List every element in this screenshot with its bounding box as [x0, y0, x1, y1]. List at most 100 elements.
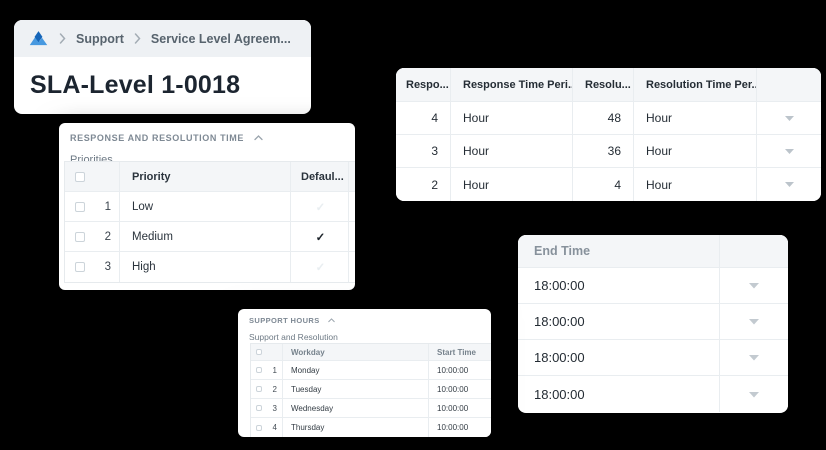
end-time-cell[interactable]: 18:00:00: [518, 304, 720, 339]
end-time-table: End Time 18:00:00 18:00:00 18:00:00 18:0…: [518, 235, 788, 413]
resolution-time-cell[interactable]: 48: [573, 102, 634, 134]
row-dropdown-icon[interactable]: [736, 318, 772, 325]
priority-cell[interactable]: Medium: [120, 222, 291, 251]
app-logo-icon[interactable]: [28, 30, 49, 48]
chevron-right-icon: [59, 33, 66, 44]
row-checkbox[interactable]: [75, 201, 85, 212]
chevron-up-icon[interactable]: [254, 135, 263, 141]
breadcrumb: Support Service Level Agreem...: [14, 20, 311, 57]
column-header-actions: [720, 235, 788, 267]
select-all-checkbox[interactable]: [75, 171, 85, 182]
priorities-table: Priority Defaul... 1 Low ✓ 2 Medium ✓ 3 …: [64, 161, 355, 283]
table-row: 18:00:00: [518, 376, 788, 412]
page-title: SLA-Level 1-0018: [30, 71, 241, 99]
table-header-row: Priority Defaul...: [65, 162, 355, 192]
breadcrumb-card: Support Service Level Agreem... SLA-Leve…: [14, 20, 311, 114]
row-index: 1: [272, 365, 277, 375]
row-dropdown-icon[interactable]: [769, 181, 809, 188]
row-checkbox[interactable]: [256, 405, 262, 411]
table-header-row: End Time: [518, 235, 788, 268]
column-header-resolution-period: Resolution Time Per...: [634, 68, 757, 101]
workday-cell[interactable]: Wednesday: [283, 399, 429, 417]
column-header-end-time: End Time: [518, 235, 720, 267]
table-row: 4 Thursday 10:00:00: [251, 418, 491, 437]
check-icon[interactable]: ✓: [315, 201, 326, 214]
column-header-default: Defaul...: [291, 162, 349, 191]
table-row: 4 Hour 48 Hour: [396, 102, 821, 135]
row-dropdown-icon[interactable]: [736, 354, 772, 361]
response-period-cell[interactable]: Hour: [451, 102, 573, 134]
response-time-cell[interactable]: 4: [396, 102, 451, 134]
table-row: 18:00:00: [518, 268, 788, 304]
column-header-response-period: Response Time Peri...: [451, 68, 573, 101]
row-index: 2: [272, 384, 277, 394]
sla-times-table: Respo... Response Time Peri... Resolu...…: [396, 68, 821, 201]
end-time-cell[interactable]: 18:00:00: [518, 340, 720, 375]
column-header-priority: Priority: [120, 162, 291, 191]
column-header-workday: Workday: [283, 344, 429, 360]
table-row: 18:00:00: [518, 304, 788, 340]
row-index: 2: [104, 230, 111, 243]
row-dropdown-icon[interactable]: [736, 391, 772, 398]
priority-cell[interactable]: High: [120, 252, 291, 282]
row-index: 3: [104, 261, 111, 273]
start-time-cell[interactable]: 10:00:00: [437, 384, 469, 394]
column-header-resolution-time: Resolu...: [573, 68, 634, 101]
column-header-actions: [757, 68, 821, 101]
end-time-cell[interactable]: 18:00:00: [518, 376, 720, 412]
select-all-checkbox[interactable]: [256, 349, 262, 355]
table-row: 2 Tuesday 10:00:00: [251, 380, 491, 399]
table-header-row: Respo... Response Time Peri... Resolu...…: [396, 68, 821, 102]
row-dropdown-icon[interactable]: [736, 282, 772, 289]
row-checkbox[interactable]: [75, 262, 85, 272]
chevron-up-icon[interactable]: [327, 318, 335, 323]
row-checkbox[interactable]: [256, 424, 262, 431]
row-checkbox[interactable]: [256, 386, 262, 392]
start-time-cell[interactable]: 10:00:00: [437, 403, 469, 413]
workday-cell[interactable]: Tuesday: [283, 380, 429, 398]
row-dropdown-icon[interactable]: [769, 115, 809, 122]
response-period-cell[interactable]: Hour: [451, 168, 573, 201]
resolution-period-cell[interactable]: Hour: [634, 135, 757, 167]
row-dropdown-icon[interactable]: [769, 148, 809, 155]
breadcrumb-item-support[interactable]: Support: [76, 31, 124, 46]
response-resolution-section: RESPONSE AND RESOLUTION TIME Priorities …: [59, 123, 355, 290]
support-hours-section: SUPPORT HOURS Support and Resolution Wor…: [238, 309, 491, 437]
column-header-response-time: Respo...: [396, 68, 451, 101]
resolution-time-cell[interactable]: 4: [573, 168, 634, 201]
table-row: 3 Hour 36 Hour: [396, 135, 821, 168]
start-time-cell[interactable]: 10:00:00: [437, 365, 469, 375]
table-row: 1 Low ✓: [65, 192, 355, 222]
workday-cell[interactable]: Thursday: [283, 418, 429, 437]
priority-cell[interactable]: Low: [120, 192, 291, 221]
check-icon[interactable]: ✓: [315, 231, 326, 244]
table-row: 2 Medium ✓: [65, 222, 355, 252]
column-header-start-time: Start Time: [429, 344, 491, 360]
start-time-cell[interactable]: 10:00:00: [437, 423, 469, 432]
end-time-cell[interactable]: 18:00:00: [518, 268, 720, 303]
column-header-extra: [349, 162, 355, 191]
workday-cell[interactable]: Monday: [283, 361, 429, 379]
table-row: 1 Monday 10:00:00: [251, 361, 491, 380]
table-row: 3 Wednesday 10:00:00: [251, 399, 491, 418]
support-hours-table: Workday Start Time 1 Monday 10:00:00 2 T…: [250, 343, 491, 437]
resolution-period-cell[interactable]: Hour: [634, 102, 757, 134]
check-icon[interactable]: ✓: [315, 262, 326, 274]
chevron-right-icon: [134, 33, 141, 44]
row-index: 3: [272, 403, 277, 413]
response-period-cell[interactable]: Hour: [451, 135, 573, 167]
resolution-time-cell[interactable]: 36: [573, 135, 634, 167]
row-index: 4: [272, 423, 277, 432]
resolution-period-cell[interactable]: Hour: [634, 168, 757, 201]
response-time-cell[interactable]: 2: [396, 168, 451, 201]
table-row: 18:00:00: [518, 340, 788, 376]
row-index: 1: [104, 200, 111, 213]
row-checkbox[interactable]: [256, 367, 262, 373]
table-row: 2 Hour 4 Hour: [396, 168, 821, 201]
row-checkbox[interactable]: [75, 231, 85, 242]
table-row: 3 High ✓: [65, 252, 355, 282]
response-time-cell[interactable]: 3: [396, 135, 451, 167]
breadcrumb-item-sla[interactable]: Service Level Agreem...: [150, 31, 291, 46]
section-title: RESPONSE AND RESOLUTION TIME: [70, 133, 244, 143]
